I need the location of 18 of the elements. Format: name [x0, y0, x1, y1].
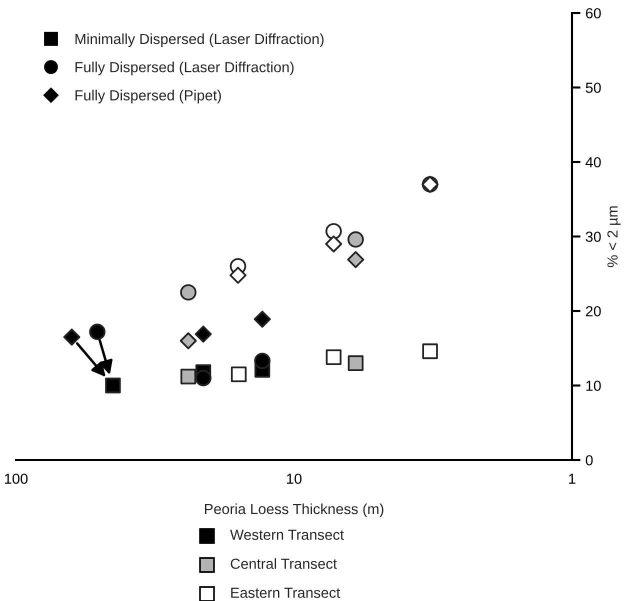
y-tick-label: 60 — [586, 8, 601, 18]
x-axis-title: Peoria Loess Thickness (m) — [204, 503, 384, 518]
y-tick-label: 10 — [586, 380, 601, 391]
x-tick-label: 10 — [287, 474, 302, 484]
y-tick-label: 20 — [586, 306, 601, 316]
y-tick-label: 40 — [586, 157, 601, 168]
text: Central Transect — [230, 558, 337, 569]
text: Eastern Transect — [231, 588, 340, 598]
legend-label: Minimally Dispersed (Laser Diffraction) — [76, 33, 324, 48]
legend-label: Fully Dispersed (Laser Diffraction) — [76, 62, 294, 76]
x-tick-label: 1 — [569, 474, 576, 484]
y-tick-label: 0 — [586, 455, 593, 466]
legend-label: Fully Dispersed (Pipet) — [76, 90, 221, 104]
y-axis-title: % < 2 µm — [607, 206, 621, 268]
x-tick-label: 100 — [4, 474, 28, 484]
y-tick-label: 50 — [586, 82, 601, 93]
y-tick-label: 30 — [586, 232, 601, 242]
text: Western Transect — [230, 530, 344, 540]
